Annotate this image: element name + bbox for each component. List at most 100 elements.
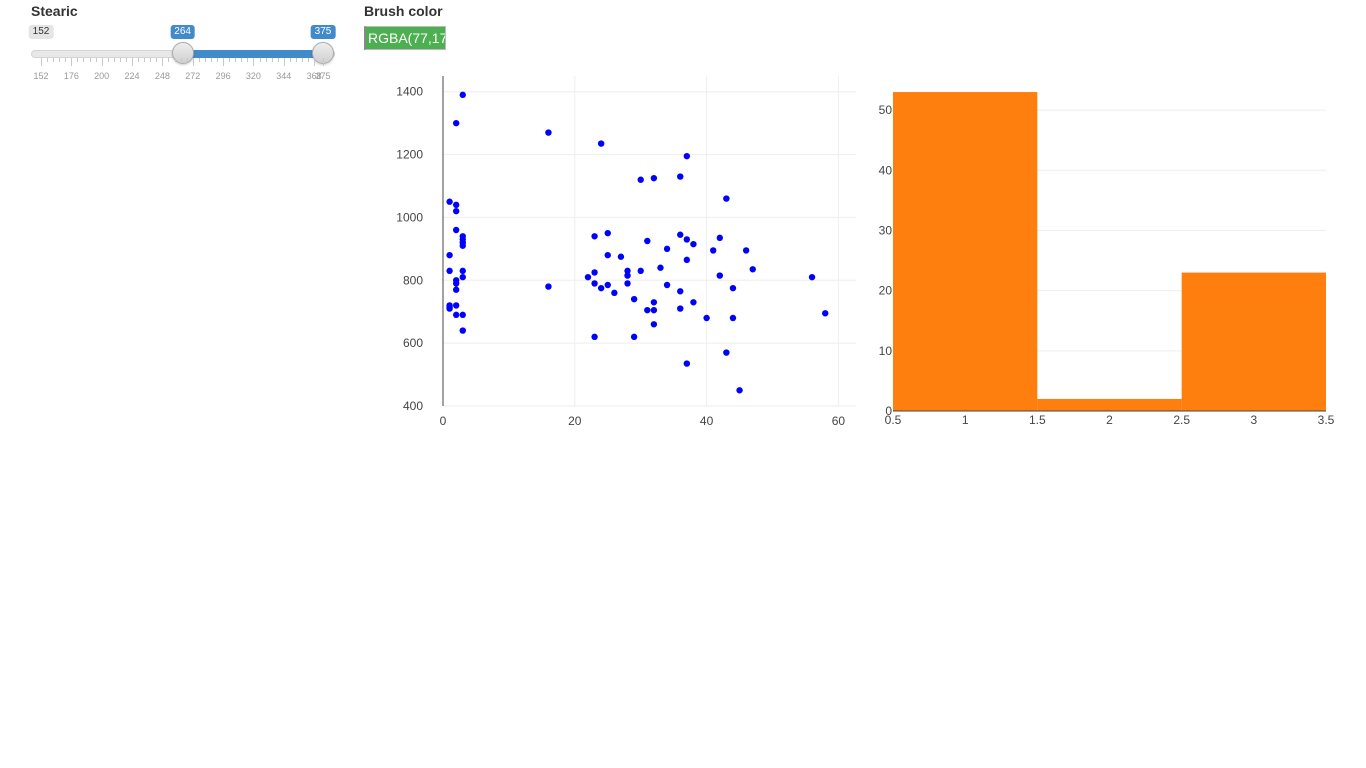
scatter-point <box>729 284 737 292</box>
x-tick-label: 3 <box>1250 413 1257 427</box>
scatter-point <box>591 333 598 341</box>
slider-minor-tick <box>289 58 291 62</box>
y-tick-label: 800 <box>403 273 423 287</box>
slider-major-tick <box>41 58 42 66</box>
scatter-point <box>459 273 466 281</box>
slider-minor-tick <box>308 58 310 62</box>
scatter-point <box>690 240 697 248</box>
scatter-point <box>736 387 743 394</box>
slider-handle-from[interactable] <box>171 42 194 64</box>
scatter-point <box>650 321 658 328</box>
slider-major-tick <box>323 58 324 66</box>
stearic-range-slider[interactable]: 152 264 375 152 176 200 224 248 272 296 320 344 3… <box>28 22 336 82</box>
scatter-point <box>683 236 691 243</box>
scatter-point <box>677 231 684 238</box>
slider-tick-label: 368 <box>306 71 322 81</box>
y-tick-label: 1200 <box>396 148 423 162</box>
slider-minor-tick <box>150 58 152 62</box>
scatter-point <box>591 233 598 240</box>
scatter-point <box>604 281 611 289</box>
x-tick-label: 40 <box>700 414 714 428</box>
slider-minor-tick <box>247 58 249 62</box>
scatter-point <box>452 311 460 319</box>
slider-major-tick <box>71 58 73 66</box>
scatter-point <box>452 280 460 287</box>
scatter-point <box>617 253 625 260</box>
slider-minor-tick <box>53 58 55 62</box>
slider-tick-label: 224 <box>124 71 140 81</box>
histogram-bar <box>1181 272 1326 411</box>
scatter-point <box>452 201 460 209</box>
slider-minor-tick <box>119 58 121 62</box>
y-tick-label: 30 <box>879 223 893 237</box>
scatter-point <box>452 286 460 293</box>
scatter-point <box>624 272 631 279</box>
slider-minor-tick <box>168 58 170 62</box>
slider-minor-tick <box>259 58 261 62</box>
y-tick-label: 1000 <box>396 210 423 224</box>
scatter-point <box>742 247 750 254</box>
scatter-point <box>597 140 605 147</box>
slider-minor-tick <box>89 58 91 62</box>
scatter-point <box>630 295 638 303</box>
scatter-point <box>677 288 684 295</box>
slider-minor-tick <box>302 58 303 62</box>
scatter-point <box>630 333 638 341</box>
scatter-point <box>716 272 723 279</box>
slider-minor-tick <box>77 58 79 62</box>
y-tick-label: 20 <box>879 284 893 298</box>
slider-tick-label: 200 <box>94 71 110 81</box>
scatter-point <box>644 306 651 314</box>
slider-tick-label: 248 <box>154 71 170 81</box>
slider-major-tick <box>162 58 164 66</box>
scatter-point <box>446 305 453 312</box>
slider-from-value: 264 <box>170 25 195 39</box>
scatter-point <box>683 256 691 264</box>
scatter-point <box>822 310 829 317</box>
y-tick-label: 10 <box>879 344 893 358</box>
scatter-point <box>452 207 460 215</box>
scatter-point <box>545 129 552 136</box>
slider-selected-range[interactable] <box>182 50 323 58</box>
scatter-point <box>624 280 631 287</box>
scatter-point <box>452 226 460 234</box>
slider-to-value: 375 <box>310 25 336 39</box>
slider-minor-tick <box>95 58 97 62</box>
y-tick-label: 40 <box>879 163 893 177</box>
scatter-point <box>723 195 730 202</box>
x-tick-label: 2.5 <box>1173 413 1190 427</box>
slider-minor-tick <box>204 58 206 62</box>
scatter-point <box>677 173 684 180</box>
scatter-point <box>591 280 598 287</box>
scatter-point <box>591 269 598 276</box>
scatter-plot[interactable]: 400 600 800 1000 1200 1400 0 20 40 60 <box>380 60 870 435</box>
scatter-point <box>604 251 611 259</box>
scatter-point <box>723 349 730 356</box>
stearic-label: Stearic <box>31 3 78 19</box>
x-tick-label: 0.5 <box>885 413 902 427</box>
slider-minor-tick <box>271 58 273 62</box>
y-tick-label: 600 <box>403 336 423 350</box>
x-tick-label: 60 <box>832 414 846 428</box>
slider-minor-tick <box>180 58 182 62</box>
slider-minor-tick <box>235 58 237 62</box>
scatter-point <box>459 267 466 275</box>
scatter-point <box>683 360 691 367</box>
histogram-bar <box>1037 398 1182 411</box>
scatter-point <box>677 305 684 312</box>
slider-minor-tick <box>210 58 212 62</box>
scatter-point <box>459 327 466 334</box>
scatter-point <box>644 237 651 245</box>
slider-minor-tick <box>265 58 267 62</box>
scatter-point <box>690 299 697 306</box>
histogram-plot[interactable]: 0 10 20 30 40 50 0.5 1 1.5 2 2.5 3 3.5 <box>860 60 1360 435</box>
slider-minor-tick <box>241 58 243 62</box>
scatter-point <box>597 284 605 292</box>
slider-minor-tick <box>174 58 176 62</box>
slider-major-tick <box>132 58 134 66</box>
scatter-point <box>459 311 466 319</box>
slider-minor-tick <box>83 58 85 62</box>
scatter-point <box>683 152 691 160</box>
slider-minor-tick <box>295 58 297 62</box>
brush-color-input[interactable]: RGBA(77,17 <box>364 26 446 50</box>
